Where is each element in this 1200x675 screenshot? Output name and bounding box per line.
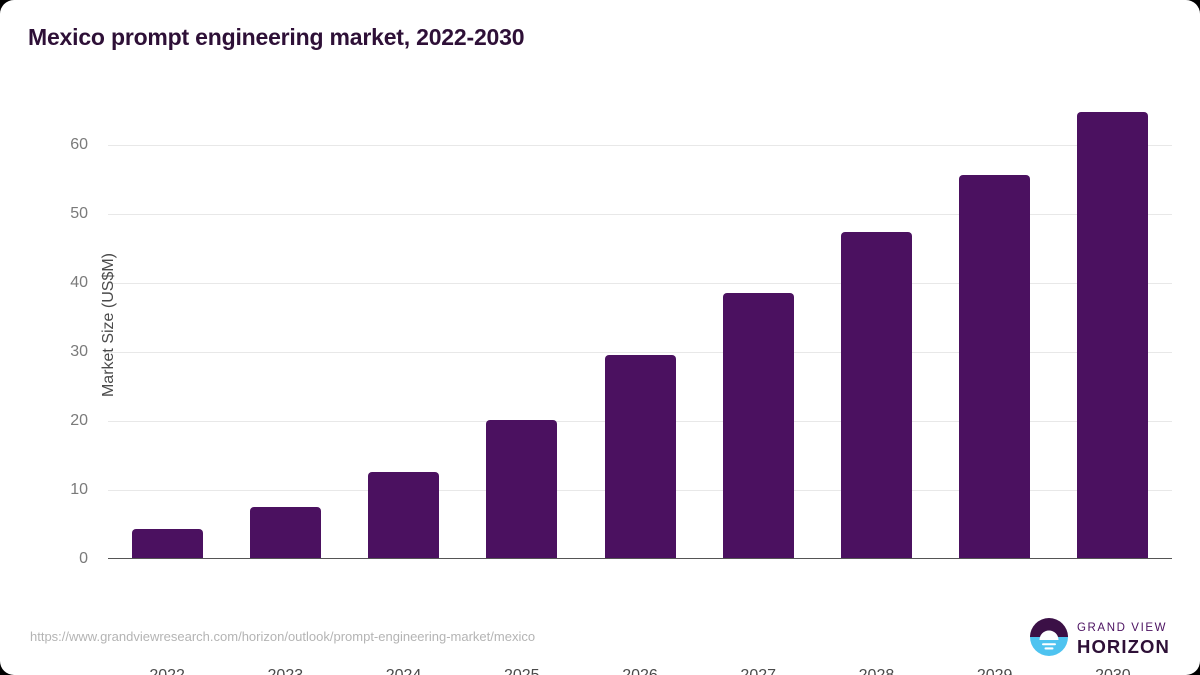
x-tick-label-2025: 2025 [504, 667, 540, 675]
bar-2029[interactable] [959, 174, 1031, 559]
brand-logo: GRAND VIEW HORIZON [1029, 618, 1170, 661]
bar-2027[interactable] [722, 293, 794, 559]
x-tick-label-2028: 2028 [859, 667, 895, 675]
bar-2025[interactable] [486, 420, 558, 559]
logo-line-horizon: HORIZON [1076, 635, 1170, 657]
bar-2028[interactable] [840, 231, 912, 559]
y-tick-label: 60 [70, 136, 88, 153]
y-tick-label: 20 [70, 412, 88, 429]
bar-2023[interactable] [249, 507, 321, 559]
gridline [108, 352, 1172, 353]
x-tick-label-2022: 2022 [149, 667, 185, 675]
logo-wordmark: GRAND VIEW HORIZON [1076, 622, 1170, 657]
x-tick-label-2029: 2029 [977, 667, 1013, 675]
bar-2030[interactable] [1077, 111, 1149, 559]
y-axis-label: Market Size (US$M) [100, 252, 117, 398]
x-axis-line [108, 557, 1172, 559]
x-tick-label-2023: 2023 [268, 667, 304, 675]
y-tick-label: 0 [79, 550, 88, 567]
x-tick-label-2024: 2024 [386, 667, 422, 675]
source-url[interactable]: https://www.grandviewresearch.com/horizo… [30, 629, 536, 644]
x-tick-label-2030: 2030 [1095, 667, 1131, 675]
y-tick-label: 10 [70, 481, 88, 498]
y-tick-label: 40 [70, 274, 88, 291]
y-tick-label: 30 [70, 343, 88, 360]
bar-2022[interactable] [131, 528, 203, 559]
y-tick-label: 50 [70, 205, 88, 222]
gridline [108, 214, 1172, 215]
gridline [108, 145, 1172, 146]
bar-2024[interactable] [368, 472, 440, 559]
gridline [108, 283, 1172, 284]
bar-2026[interactable] [604, 355, 676, 559]
grand-view-horizon-logo-mark [1029, 618, 1068, 661]
x-tick-label-2026: 2026 [622, 667, 658, 675]
logo-line-grand-view: GRAND VIEW [1076, 622, 1168, 634]
x-tick-label-2027: 2027 [740, 667, 776, 675]
page-title: Mexico prompt engineering market, 2022-2… [28, 24, 525, 50]
